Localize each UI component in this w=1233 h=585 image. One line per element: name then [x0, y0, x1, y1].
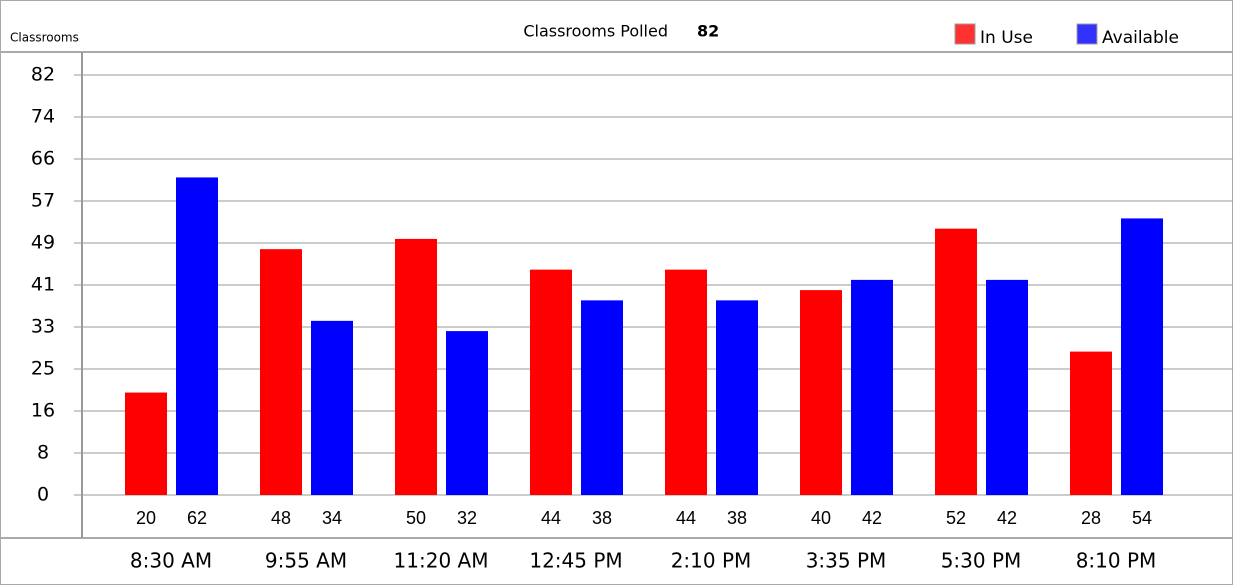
- y-tick-label: 8: [37, 442, 49, 464]
- data-label: 42: [997, 508, 1017, 528]
- y-tick-label: 33: [31, 316, 55, 338]
- bar: [935, 228, 977, 495]
- bar: [851, 279, 893, 495]
- bar: [581, 300, 623, 495]
- bar: [665, 269, 707, 495]
- y-tick-label: 66: [31, 148, 55, 170]
- legend-swatch: [954, 23, 976, 45]
- data-label: 28: [1081, 508, 1101, 528]
- y-tick-label: 16: [31, 400, 55, 422]
- x-tick-label: 2:10 PM: [671, 549, 752, 573]
- bar: [1070, 351, 1112, 495]
- y-tick-label: 41: [31, 274, 55, 296]
- data-label: 20: [136, 508, 156, 528]
- y-tick-label: 74: [31, 106, 55, 128]
- data-label: 44: [676, 508, 696, 528]
- bar: [530, 269, 572, 495]
- bar: [395, 238, 437, 495]
- x-tick-label: 11:20 AM: [394, 549, 489, 573]
- x-tick-label: 12:45 PM: [529, 549, 622, 573]
- x-tick-label: 8:30 AM: [130, 549, 212, 573]
- data-label: 48: [271, 508, 291, 528]
- data-label: 32: [457, 508, 477, 528]
- bar: [986, 279, 1028, 495]
- x-tick-label: 8:10 PM: [1076, 549, 1157, 573]
- data-label: 38: [592, 508, 612, 528]
- bar: [176, 177, 218, 495]
- bar: [446, 331, 488, 495]
- data-label: 38: [727, 508, 747, 528]
- x-tick-label: 3:35 PM: [806, 549, 887, 573]
- bar: [125, 392, 167, 495]
- legend-label: Available: [1102, 28, 1179, 48]
- data-label: 62: [187, 508, 207, 528]
- data-label: 50: [406, 508, 426, 528]
- y-tick-label: 82: [31, 64, 55, 86]
- y-tick-label: 57: [31, 190, 55, 212]
- bar: [800, 290, 842, 495]
- legend-swatch: [1076, 23, 1098, 45]
- data-label: 54: [1132, 508, 1152, 528]
- bar: [1121, 218, 1163, 496]
- bar: [716, 300, 758, 495]
- data-label: 44: [541, 508, 561, 528]
- y-tick-label: 0: [37, 484, 49, 506]
- legend-label: In Use: [980, 28, 1033, 48]
- y-tick-label: 49: [31, 232, 55, 254]
- data-label: 42: [862, 508, 882, 528]
- x-tick-label: 9:55 AM: [265, 549, 347, 573]
- bar: [260, 249, 302, 495]
- polled-value: 82: [697, 22, 719, 41]
- bar: [311, 320, 353, 495]
- data-label: 34: [322, 508, 342, 528]
- data-label: 40: [811, 508, 831, 528]
- y-tick-label: 25: [31, 358, 55, 380]
- data-label: 52: [946, 508, 966, 528]
- polled-label: Classrooms Polled: [523, 22, 668, 41]
- x-tick-label: 5:30 PM: [941, 549, 1022, 573]
- y-axis-title: Classrooms: [10, 31, 79, 45]
